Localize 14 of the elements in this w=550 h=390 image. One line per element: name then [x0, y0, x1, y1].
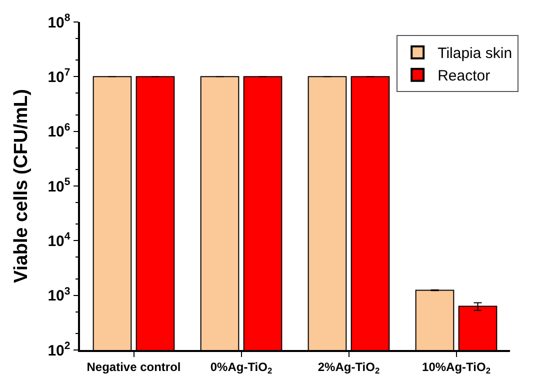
y-tick-label: 10$^{4}$	[48, 230, 70, 250]
x-tick-label: 2%Ag-TiO$_{2}$	[318, 360, 380, 376]
x-tick-label: 10%Ag-TiO$_{2}$	[422, 360, 491, 376]
x-tick-label: 0%Ag-TiO$_{2}$	[210, 360, 272, 376]
y-tick-label: 10$^{7}$	[48, 66, 70, 86]
legend-label: Tilapia skin	[438, 45, 512, 62]
legend-label: Reactor	[438, 68, 490, 85]
y-tick-label: 10$^{3}$	[48, 285, 70, 305]
y-tick-label: 10$^{6}$	[48, 121, 70, 141]
x-tick-label: Negative control	[86, 360, 181, 374]
y-axis-title: Viable cells (CFU/mL)	[11, 89, 32, 283]
y-tick-label: 10$^{8}$	[48, 12, 70, 32]
y-tick-label: 10$^{5}$	[48, 176, 70, 196]
y-tick-label: 10$^{2}$	[48, 340, 70, 360]
